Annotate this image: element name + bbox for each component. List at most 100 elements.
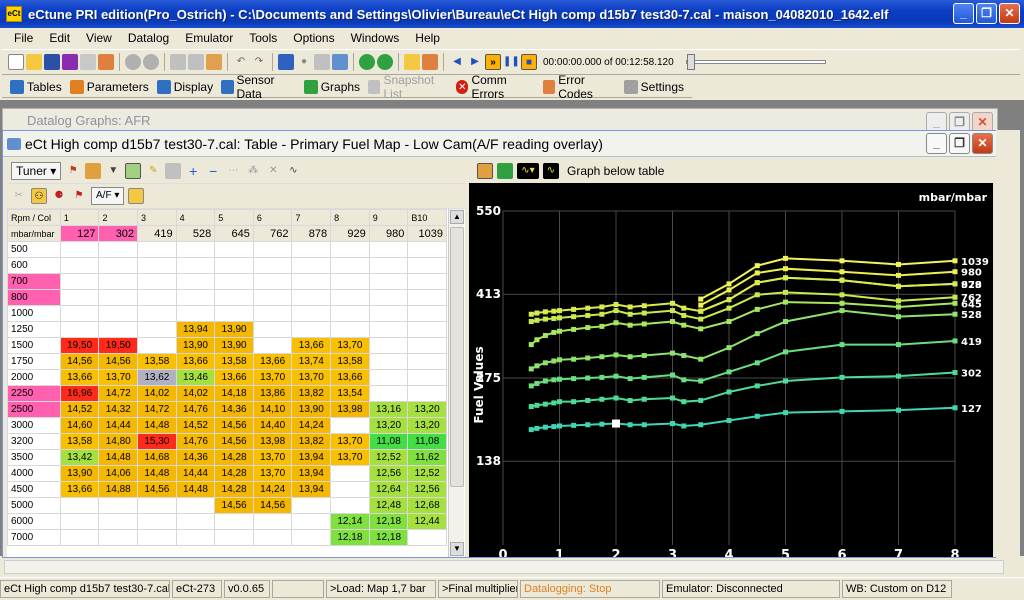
fuel-cell[interactable]: 13,66: [175, 353, 216, 370]
fuel-cell[interactable]: [175, 289, 216, 306]
fuel-cell[interactable]: [175, 305, 216, 322]
save-as-icon[interactable]: [62, 54, 78, 70]
fuel-cell[interactable]: [291, 305, 332, 322]
fuel-cell[interactable]: 13,20: [407, 401, 447, 418]
fuel-cell[interactable]: 13,66: [214, 369, 254, 386]
fuel-cell[interactable]: [137, 337, 177, 354]
fuel-cell[interactable]: 14,60: [59, 417, 100, 434]
fuel-cell[interactable]: 12,18: [368, 529, 409, 546]
table-close-button[interactable]: ✕: [972, 133, 993, 154]
fuel-cell[interactable]: 14,02: [137, 385, 177, 402]
save-icon[interactable]: [44, 54, 60, 70]
menu-help[interactable]: Help: [415, 31, 440, 45]
fuel-cell[interactable]: 14,56: [214, 433, 254, 450]
fuel-cell[interactable]: [252, 241, 293, 258]
smooth-icon[interactable]: ⁂: [248, 165, 259, 176]
fuel-cell[interactable]: 14,56: [252, 497, 293, 514]
fuel-cell[interactable]: [98, 305, 139, 322]
sensor-data-button[interactable]: Sensor Data: [221, 73, 296, 101]
fuel-cell[interactable]: 11,62: [407, 449, 447, 466]
overlay-icon[interactable]: [128, 188, 145, 204]
fuel-cell[interactable]: 13,70: [252, 449, 293, 466]
fuel-cell[interactable]: [252, 305, 293, 322]
fuel-cell[interactable]: 12,68: [407, 497, 447, 514]
fuel-cell[interactable]: [407, 321, 447, 338]
fuel-cell[interactable]: 14,24: [252, 481, 293, 498]
fuel-cell[interactable]: 14,48: [137, 417, 177, 434]
fuel-cell[interactable]: 14,36: [175, 449, 216, 466]
copy-icon[interactable]: [170, 54, 186, 70]
fuel-cell[interactable]: [407, 305, 447, 322]
fuel-cell[interactable]: [98, 513, 139, 530]
cursor-marker[interactable]: [612, 419, 620, 428]
fuel-cell[interactable]: 14,32: [98, 401, 139, 418]
fuel-cell[interactable]: [252, 529, 293, 546]
fuel-cell[interactable]: 14,76: [175, 433, 216, 450]
fuel-cell[interactable]: [291, 289, 332, 306]
fuel-cell[interactable]: [368, 369, 409, 386]
fuel-cell[interactable]: 12,44: [407, 513, 447, 530]
fuel-cell[interactable]: [252, 289, 293, 306]
fuel-cell[interactable]: 13,70: [291, 369, 332, 386]
fuel-cell[interactable]: [407, 289, 447, 306]
play-icon[interactable]: [359, 54, 375, 70]
menu-file[interactable]: File: [14, 31, 34, 45]
menu-emulator[interactable]: Emulator: [185, 31, 234, 45]
fuel-cell[interactable]: 13,70: [330, 449, 370, 466]
fuel-cell[interactable]: [137, 305, 177, 322]
fuel-cell[interactable]: 14,18: [214, 385, 254, 402]
fuel-cell[interactable]: 13,54: [330, 385, 370, 402]
fuel-cell[interactable]: [291, 273, 332, 290]
fuel-cell[interactable]: 12,14: [330, 513, 370, 530]
fuel-cell[interactable]: 13,82: [291, 433, 332, 450]
fuel-cell[interactable]: [368, 305, 409, 322]
fuel-cell[interactable]: [59, 513, 100, 530]
fuel-cell[interactable]: 13,66: [252, 353, 293, 370]
fuel-cell[interactable]: [175, 513, 216, 530]
fuel-cell[interactable]: [214, 241, 254, 258]
fuel-cell[interactable]: 15,30: [137, 433, 177, 450]
rewind-icon[interactable]: ◀: [453, 56, 461, 67]
trace-icon[interactable]: ∿: [543, 163, 559, 179]
af-dropdown[interactable]: A/F ▾: [91, 187, 125, 205]
fuel-cell[interactable]: 13,66: [330, 369, 370, 386]
fuel-cell[interactable]: 13,94: [291, 449, 332, 466]
menu-windows[interactable]: Windows: [350, 31, 400, 45]
parameters-button[interactable]: Parameters: [69, 79, 149, 94]
undo-icon[interactable]: ↶: [236, 56, 246, 67]
fuel-cell[interactable]: 12,64: [368, 481, 409, 498]
fuel-cell[interactable]: [137, 513, 177, 530]
fuel-cell[interactable]: [330, 273, 370, 290]
fuel-cell[interactable]: 13,58: [59, 433, 100, 450]
fuel-cell[interactable]: [137, 321, 177, 338]
fuel-cell[interactable]: [330, 481, 370, 498]
fuel-cell[interactable]: 14,48: [137, 465, 177, 482]
fuel-cell[interactable]: [175, 241, 216, 258]
fuel-cell[interactable]: [330, 289, 370, 306]
fuel-cell[interactable]: [59, 529, 100, 546]
fuel-cell[interactable]: 13,58: [137, 353, 177, 370]
fuel-cell[interactable]: 13,90: [214, 337, 254, 354]
fuel-cell[interactable]: 14,28: [214, 449, 254, 466]
fuel-cell[interactable]: [291, 513, 332, 530]
fuel-cell[interactable]: 12,52: [407, 465, 447, 482]
tool-b-icon[interactable]: ⚈: [54, 190, 64, 201]
chip2-icon[interactable]: [143, 54, 159, 70]
settings-button[interactable]: Settings: [623, 79, 684, 94]
log-icon[interactable]: [332, 54, 348, 70]
fuel-cell[interactable]: 13,42: [59, 449, 100, 466]
table-minimize-button[interactable]: _: [926, 133, 947, 154]
fuel-cell[interactable]: 13,90: [291, 401, 332, 418]
fuel-cell[interactable]: [59, 241, 100, 258]
fuel-cell[interactable]: 14,52: [175, 417, 216, 434]
fuel-cell[interactable]: [137, 289, 177, 306]
stop-icon[interactable]: ■: [521, 54, 537, 70]
fuel-cell[interactable]: 14,06: [98, 465, 139, 482]
menu-edit[interactable]: Edit: [49, 31, 71, 45]
fuel-cell[interactable]: 14,56: [98, 353, 139, 370]
fuel-cell[interactable]: [137, 257, 177, 274]
error-codes-button[interactable]: Error Codes: [542, 73, 616, 101]
fuel-cell[interactable]: [175, 529, 216, 546]
minus-icon[interactable]: −: [209, 163, 218, 179]
mdi-right-scrollbar[interactable]: [996, 130, 1020, 558]
